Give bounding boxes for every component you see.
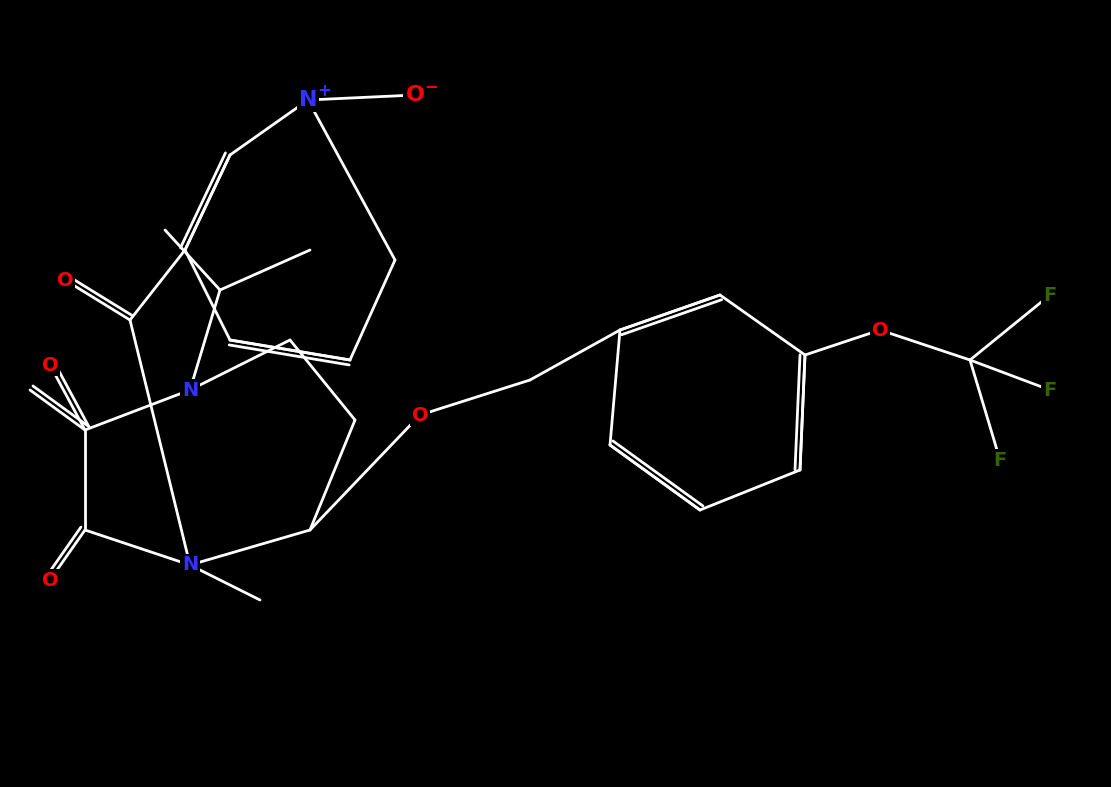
Text: O: O [42,571,58,589]
Text: F: F [993,450,1007,470]
Text: O: O [412,405,429,424]
Text: N: N [299,90,318,110]
Text: O: O [406,85,424,105]
Text: F: F [1043,286,1057,305]
Text: F: F [1043,380,1057,400]
Text: N: N [182,556,198,575]
Text: O: O [42,356,58,375]
Text: +: + [317,82,331,100]
Text: O: O [872,320,889,339]
Text: −: − [423,77,438,95]
Text: N: N [182,380,198,400]
Text: O: O [57,271,73,290]
